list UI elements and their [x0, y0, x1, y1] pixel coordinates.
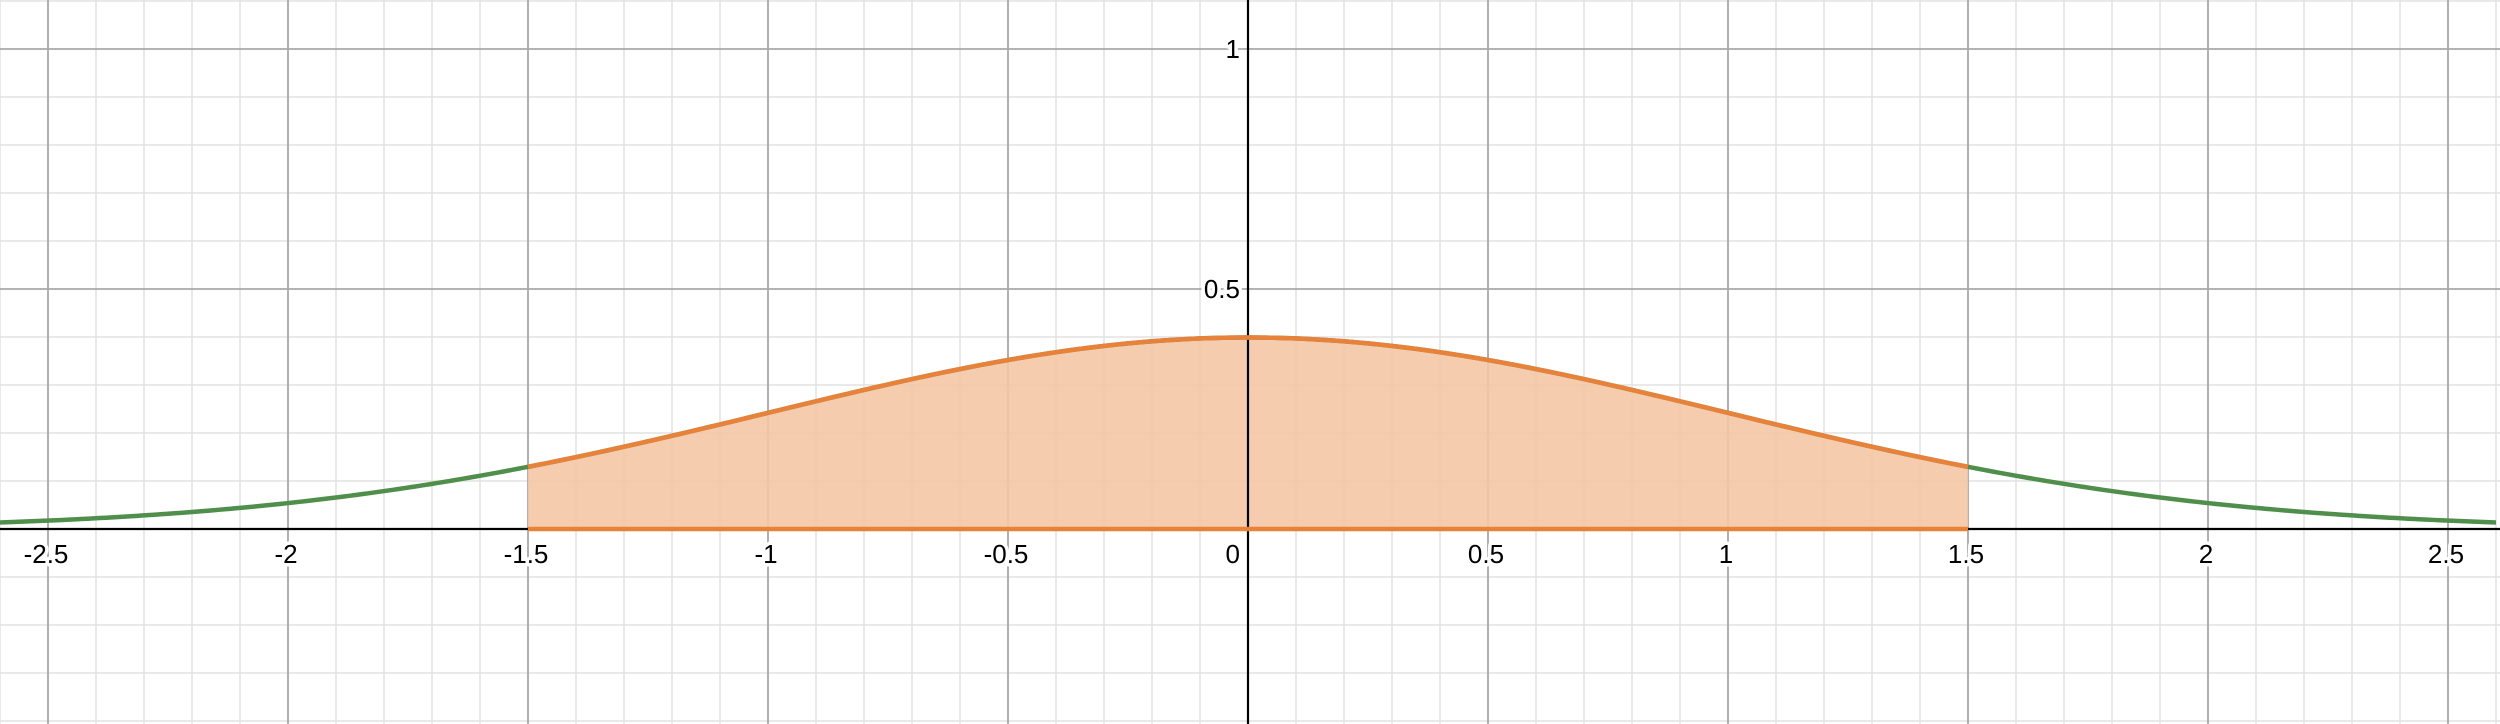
x-tick-label: 2 [2199, 539, 2213, 569]
y-tick-label: 0.5 [1204, 274, 1240, 304]
x-tick-label: -0.5 [984, 539, 1029, 569]
x-tick-label: -2 [274, 539, 297, 569]
x-tick-label: 0 [1226, 539, 1240, 569]
x-tick-label: 2.5 [2428, 539, 2464, 569]
y-tick-label: 1 [1226, 34, 1240, 64]
x-tick-label: -1 [754, 539, 777, 569]
x-tick-label: -2.5 [24, 539, 69, 569]
curves [0, 335, 2497, 532]
shaded-curve-orange [527, 335, 1969, 470]
x-tick-label: -1.5 [504, 539, 549, 569]
x-tick-label: 1.5 [1948, 539, 1984, 569]
x-tick-labels: -2.5 -2 -1.5 -1 -0.5 0 0.5 1 1.5 2 2.5 [20, 536, 2467, 573]
y-tick-labels: 0.51 [1200, 31, 1243, 308]
x-tick-label: 1 [1719, 539, 1733, 569]
x-tick-label: 0.5 [1468, 539, 1504, 569]
